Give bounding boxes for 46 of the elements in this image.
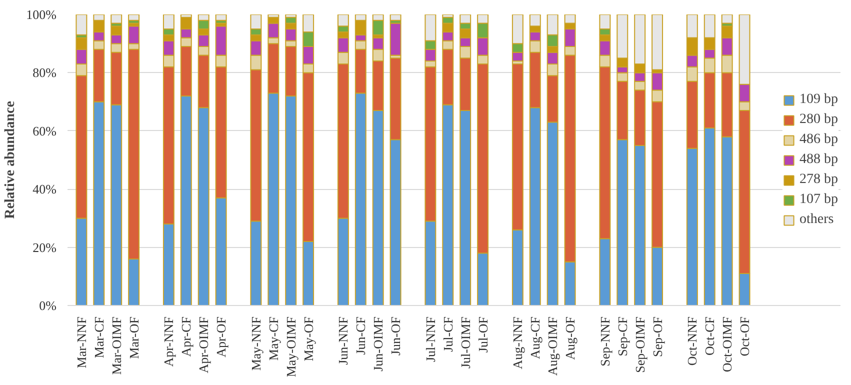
- x-tick-label: May-CF: [266, 316, 281, 361]
- legend-label: 486 bp: [800, 132, 838, 148]
- legend-label: 280 bp: [800, 112, 838, 128]
- x-tick-label: Oct-NNF: [684, 316, 700, 366]
- x-tick-label: Jul-NNF: [422, 316, 438, 362]
- legend-label: 278 bp: [800, 172, 838, 188]
- x-tick-label: Mar-OF: [126, 316, 142, 359]
- x-tick-label: May-NNF: [248, 316, 264, 371]
- x-tick-label: Apr-CF: [178, 316, 194, 357]
- x-tick-label: Oct-OF: [737, 316, 752, 356]
- x-tick-label: Aug-NNF: [510, 316, 526, 370]
- legend-label: 109 bp: [800, 92, 838, 108]
- x-tick-label: Jul-OIMF: [458, 316, 473, 369]
- x-tick-label: Jun-NNF: [336, 316, 351, 365]
- legend-label: others: [800, 212, 834, 228]
- x-tick-label: Aug-OF: [562, 316, 578, 360]
- x-tick-label: Apr-NNF: [161, 316, 176, 367]
- x-tick-label: Jun-CF: [353, 316, 368, 355]
- x-tick-label: Oct-OIMF: [720, 316, 735, 372]
- x-tick-label: Jun-OF: [388, 316, 404, 356]
- y-tick-label: 100%: [26, 7, 57, 22]
- x-tick-label: Aug-CF: [528, 316, 543, 360]
- x-tick-label: Sep-NNF: [597, 316, 612, 366]
- x-tick-label: Aug-OIMF: [545, 316, 560, 376]
- y-tick-label: 20%: [32, 240, 57, 255]
- x-tick-label: Mar-NNF: [74, 316, 89, 368]
- x-tick-label: Jul-CF: [440, 316, 456, 352]
- legend-label: 488 bp: [800, 152, 838, 168]
- y-tick-label: 0%: [39, 298, 57, 313]
- x-tick-label: May-OIMF: [283, 316, 298, 378]
- y-tick-label: 60%: [32, 123, 57, 138]
- x-tick-label: Apr-OIMF: [196, 316, 212, 374]
- legend-label: 107 bp: [800, 192, 838, 208]
- x-tick-label: Jun-OIMF: [370, 316, 386, 372]
- y-tick-label: 80%: [32, 65, 57, 80]
- y-axis-title: Relative abundance: [3, 101, 18, 219]
- x-tick-label: Apr-OF: [214, 316, 229, 358]
- x-tick-label: Sep-CF: [614, 316, 630, 356]
- x-tick-label: Sep-OIMF: [632, 316, 648, 373]
- x-tick-label: Sep-OF: [650, 316, 665, 357]
- x-tick-label: Mar-OIMF: [108, 316, 124, 375]
- x-tick-label: Mar-CF: [91, 316, 106, 358]
- x-tick-label: Jul-OF: [475, 316, 490, 353]
- x-tick-label: May-OF: [300, 316, 316, 362]
- x-tick-label: Oct-CF: [702, 316, 718, 356]
- y-tick-label: 40%: [32, 182, 57, 197]
